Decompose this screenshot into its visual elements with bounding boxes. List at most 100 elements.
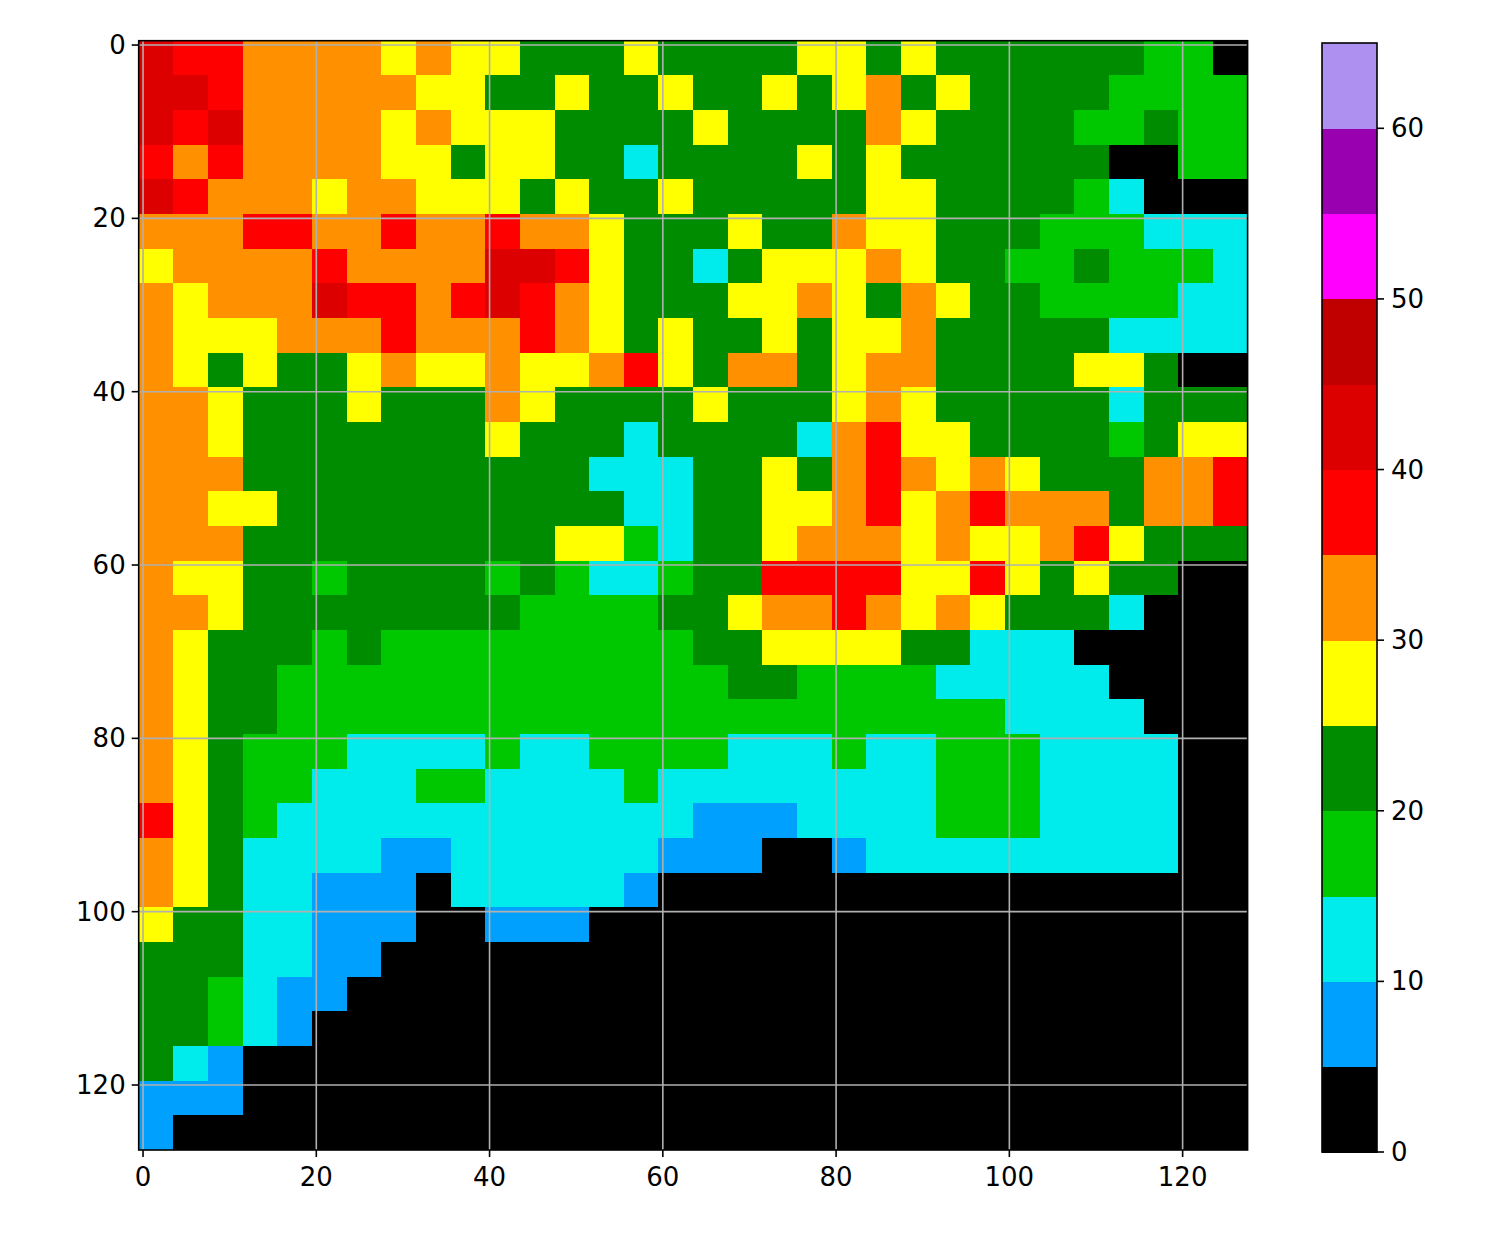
cell — [1213, 318, 1248, 353]
cell — [381, 1115, 416, 1150]
cell — [1074, 110, 1109, 145]
cell — [277, 665, 312, 700]
cell — [624, 803, 659, 838]
cell — [485, 734, 520, 769]
cell — [1109, 110, 1144, 145]
cell — [1178, 1081, 1213, 1116]
cell — [762, 214, 797, 249]
cell — [139, 179, 174, 214]
cell — [277, 1115, 312, 1150]
cell — [173, 249, 208, 284]
cell — [208, 838, 243, 873]
x-tick-label: 80 — [820, 1162, 853, 1192]
cell — [243, 179, 278, 214]
cell — [555, 977, 590, 1012]
cell — [658, 353, 693, 388]
cell — [1109, 318, 1144, 353]
cell — [277, 561, 312, 596]
cell — [728, 907, 763, 942]
y-tick — [132, 911, 139, 913]
cell — [485, 1046, 520, 1081]
cell — [277, 491, 312, 526]
cell — [624, 1081, 659, 1116]
cell — [451, 769, 486, 804]
colorbar-segment — [1322, 1067, 1377, 1153]
cell — [797, 491, 832, 526]
cell — [451, 214, 486, 249]
cell — [277, 422, 312, 457]
cell — [208, 1115, 243, 1150]
cell — [1178, 491, 1213, 526]
cell — [1074, 318, 1109, 353]
cell — [1040, 1046, 1075, 1081]
cell — [485, 595, 520, 630]
cell — [936, 734, 971, 769]
cell — [728, 491, 763, 526]
cell — [589, 491, 624, 526]
colorbar-tick-label: 0 — [1391, 1137, 1408, 1167]
cell — [1040, 561, 1075, 596]
cell — [762, 387, 797, 422]
x-tick — [315, 1150, 317, 1157]
cell — [416, 595, 451, 630]
cell — [1109, 630, 1144, 665]
cell — [139, 1115, 174, 1150]
cell — [1074, 1011, 1109, 1046]
cell — [485, 1011, 520, 1046]
cell — [312, 1115, 347, 1150]
cell — [1144, 907, 1179, 942]
cell — [832, 75, 867, 110]
cell — [1109, 249, 1144, 284]
cell — [555, 214, 590, 249]
cell — [520, 630, 555, 665]
cell — [312, 630, 347, 665]
cell — [1040, 75, 1075, 110]
cell — [970, 873, 1005, 908]
cell — [312, 769, 347, 804]
cell — [624, 734, 659, 769]
cell — [347, 595, 382, 630]
cell — [277, 283, 312, 318]
cell — [658, 1046, 693, 1081]
cell — [1005, 387, 1040, 422]
cell — [658, 838, 693, 873]
cell — [589, 907, 624, 942]
cell — [901, 907, 936, 942]
colorbar-tick — [1377, 128, 1384, 130]
cell — [866, 665, 901, 700]
cell — [762, 769, 797, 804]
cell — [970, 1011, 1005, 1046]
cell — [208, 942, 243, 977]
cell — [416, 630, 451, 665]
cell — [970, 1115, 1005, 1150]
cell — [1074, 561, 1109, 596]
cell — [936, 214, 971, 249]
cell — [347, 1046, 382, 1081]
cell — [347, 491, 382, 526]
cell — [381, 561, 416, 596]
cell — [762, 41, 797, 76]
cell — [416, 491, 451, 526]
cell — [173, 699, 208, 734]
cell — [658, 1081, 693, 1116]
cell — [555, 907, 590, 942]
cell — [1005, 942, 1040, 977]
cell — [832, 422, 867, 457]
cell — [381, 353, 416, 388]
cell — [866, 561, 901, 596]
cell — [1144, 630, 1179, 665]
cell — [277, 1081, 312, 1116]
cell — [658, 942, 693, 977]
cell — [416, 561, 451, 596]
cell — [624, 214, 659, 249]
cell — [1144, 491, 1179, 526]
cell — [901, 942, 936, 977]
cell — [139, 699, 174, 734]
cell — [762, 942, 797, 977]
colorbar-tick — [1377, 981, 1384, 983]
cell — [555, 769, 590, 804]
cell — [347, 561, 382, 596]
cell — [762, 75, 797, 110]
cell — [312, 977, 347, 1012]
cell — [693, 665, 728, 700]
